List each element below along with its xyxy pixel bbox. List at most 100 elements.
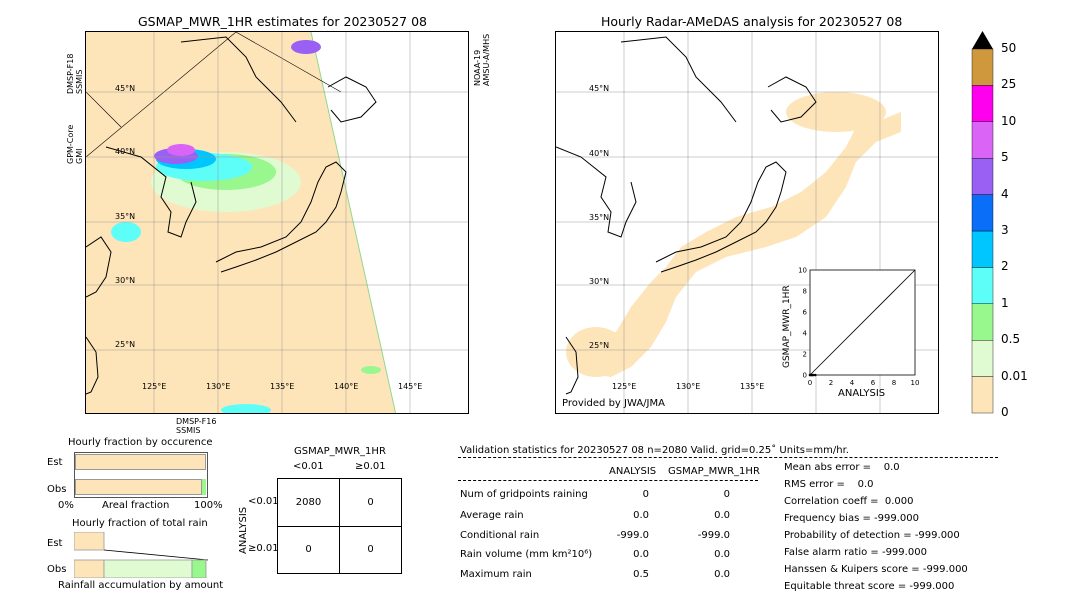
- validation-row-analysis: -999.0: [616, 530, 649, 541]
- left-lon-135: 135°E: [270, 382, 295, 391]
- occurrence-obs-bar-rain: [202, 479, 206, 495]
- left-lon-130: 130°E: [206, 382, 231, 391]
- contingency-row-lt: <0.01: [248, 496, 279, 507]
- total-est-label: Est: [47, 538, 63, 549]
- scatter-inset: 0 0 2 2 4 4 6 6 8 8 10 10 ANALYSIS GSMAP_MWR_1HR: [778, 262, 928, 402]
- right-lat-45: 45°N: [589, 84, 610, 93]
- col-analysis: ANALYSIS: [609, 466, 657, 477]
- swath-edge: [310, 32, 397, 413]
- right-coastlines: [556, 36, 817, 395]
- scatter-xtick: 8: [892, 379, 896, 387]
- colorbar-segment: [971, 157, 994, 195]
- validation-score: Mean abs error = 0.0: [784, 462, 900, 473]
- validation-row-analysis: 0.0: [633, 549, 649, 560]
- colorbar: 0 0.01 0.5 1 2 3 4 5 10 25 50: [965, 28, 1075, 419]
- accum-label: Rainfall accumulation by amount: [58, 580, 224, 591]
- scatter-ylabel: GSMAP_MWR_1HR: [782, 285, 792, 368]
- scatter-xtick: 2: [829, 379, 833, 387]
- left-lon-140: 140°E: [334, 382, 359, 391]
- validation-score: False alarm ratio = -999.000: [784, 547, 927, 558]
- scatter-points: [808, 373, 817, 377]
- left-map: 40°N 35°N 30°N 25°N 45°N 125°E 130°E 135…: [85, 31, 469, 414]
- left-map-canvas: [86, 32, 468, 413]
- col-gsmap: GSMAP_MWR_1HR: [668, 466, 760, 477]
- contingency-col-ge: ≥0.01: [355, 461, 386, 472]
- validation-row-analysis: 0: [642, 489, 649, 500]
- swath-label-gpm: GPM-Core GMI: [66, 124, 84, 164]
- colorbar-label: 25: [1001, 77, 1017, 92]
- scatter-xlabel: ANALYSIS: [838, 388, 886, 399]
- colorbar-label: 5: [1001, 150, 1009, 165]
- scatter-xtick: 0: [808, 379, 812, 387]
- validation-score: Frequency bias = -999.000: [784, 513, 919, 524]
- colorbar-overflow-triangle: [972, 31, 993, 49]
- right-lon-125: 125°E: [612, 382, 637, 391]
- left-lat-40: 40°N: [115, 147, 136, 156]
- scatter-xtick: 10: [911, 379, 920, 387]
- left-lat-45: 45°N: [115, 84, 136, 93]
- occurrence-est-bar: [75, 454, 206, 470]
- contingency-cell-miss: 0: [305, 544, 312, 555]
- validation-score: Hanssen & Kuipers score = -999.000: [784, 564, 968, 575]
- colorbar-label: 3: [1001, 223, 1009, 237]
- validation-row-analysis: 0.5: [633, 569, 649, 580]
- occurrence-x-label: Areal fraction: [102, 500, 170, 511]
- colorbar-label: 50: [1001, 41, 1017, 55]
- swath-edge-upper: [235, 32, 342, 93]
- occurrence-chart: [74, 452, 208, 498]
- validation-row-gsmap: 0.0: [714, 549, 730, 560]
- contingency-cell-hit-none: 2080: [295, 497, 322, 508]
- validation-row-analysis: 0.0: [633, 510, 649, 521]
- left-coastlines: [86, 36, 377, 395]
- right-lat-40: 40°N: [589, 149, 610, 158]
- validation-score: Probability of detection = -999.000: [784, 530, 960, 541]
- validation-header: Validation statistics for 20230527 08 n=…: [460, 445, 849, 456]
- total-obs-label: Obs: [47, 564, 67, 575]
- occurrence-obs-label: Obs: [47, 484, 67, 495]
- right-lat-35: 35°N: [589, 213, 610, 222]
- validation-score: Correlation coeff = 0.000: [784, 496, 914, 507]
- colorbar-label: 0: [1001, 405, 1009, 419]
- colorbar-segment: [971, 121, 994, 159]
- left-lat-25: 25°N: [115, 340, 136, 349]
- colorbar-segment: [971, 267, 994, 304]
- radar-coverage-north: [786, 92, 886, 132]
- contingency-table: 2080 0 0 0: [277, 478, 402, 574]
- colorbar-segment: [971, 48, 994, 86]
- contingency-col-lt: <0.01: [293, 461, 324, 472]
- validation-row-gsmap: -999.0: [697, 530, 730, 541]
- rain-area-east: [361, 366, 381, 374]
- validation-row-label: Rain volume (mm km²10⁶): [460, 549, 593, 560]
- scatter-ytick: 10: [798, 267, 807, 275]
- total-chart: [73, 531, 209, 579]
- validation-col-divider: [458, 480, 758, 481]
- total-obs-bar-light: [103, 559, 193, 579]
- right-lon-130: 130°E: [676, 382, 701, 391]
- total-obs-bar: [73, 559, 105, 579]
- colorbar-label: 10: [1001, 113, 1017, 128]
- scatter-ytick: 6: [803, 309, 808, 317]
- validation-divider: [458, 457, 998, 458]
- validation-row-label: Num of gridpoints raining: [460, 489, 588, 500]
- validation-row-label: Maximum rain: [460, 569, 532, 580]
- scatter-point: [811, 373, 815, 377]
- colorbar-segment: [971, 340, 994, 377]
- total-title: Hourly fraction of total rain: [72, 518, 208, 529]
- occurrence-obs-bar: [75, 479, 202, 495]
- contingency-cell-false-alarm: 0: [367, 497, 374, 508]
- right-map: 45°N 40°N 35°N 30°N 25°N 125°E 130°E 135…: [555, 31, 939, 414]
- colorbar-label: 1: [1001, 295, 1009, 310]
- contingency-row-ge: ≥0.01: [248, 543, 279, 554]
- scatter-ticks: 00 2 2 4 4 6 6 8 8 10 10: [798, 267, 919, 388]
- swath-label-noaa19: NOAA-19 AMSU-A/MHS: [473, 33, 491, 86]
- right-map-canvas: [556, 32, 938, 413]
- left-map-title: GSMAP_MWR_1HR estimates for 20230527 08: [138, 14, 427, 29]
- colorbar-label: 0.01: [1001, 368, 1028, 383]
- occurrence-x-100: 100%: [194, 500, 223, 511]
- occurrence-est-label: Est: [47, 457, 63, 468]
- occurrence-x-0: 0%: [58, 500, 74, 511]
- validation-row-gsmap: 0.0: [714, 569, 730, 580]
- map-credit: Provided by JWA/JMA: [562, 398, 665, 409]
- scatter-diagonal: [809, 269, 916, 376]
- scatter-ytick: 0: [803, 372, 807, 380]
